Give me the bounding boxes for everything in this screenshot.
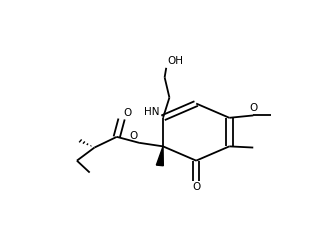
Text: O: O xyxy=(123,108,131,118)
Text: O: O xyxy=(249,103,257,113)
Text: HN: HN xyxy=(144,107,160,117)
Text: OH: OH xyxy=(167,56,183,66)
Polygon shape xyxy=(156,146,163,166)
Text: O: O xyxy=(192,182,200,192)
Text: O: O xyxy=(129,131,137,141)
